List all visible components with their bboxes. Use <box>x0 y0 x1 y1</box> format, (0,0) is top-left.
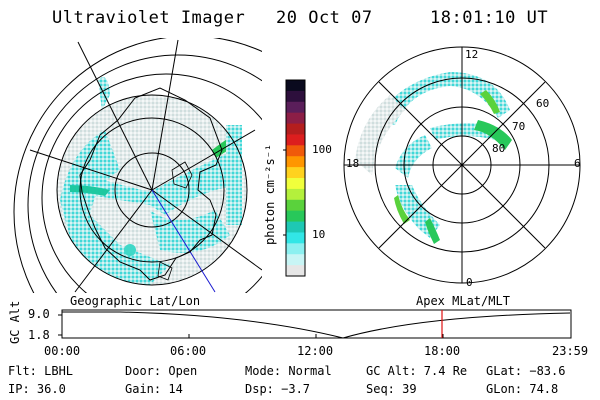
colorbar-strip <box>286 145 305 157</box>
altitude-ytick-low: 1.8 <box>28 328 50 342</box>
info-mode: Mode: Normal <box>245 364 332 378</box>
colorbar-strip <box>286 167 305 179</box>
mlat-label-70: 70 <box>512 120 526 133</box>
info-glon: GLon: 74.8 <box>486 382 559 396</box>
magnetic-panel <box>343 46 581 284</box>
info-gain: Gain: 14 <box>125 382 183 396</box>
info-glat: GLat: −83.6 <box>486 364 566 378</box>
colorbar-unit-label: photon cm⁻²s⁻¹ <box>263 143 277 245</box>
time-tick-2359: 23:59 <box>552 344 589 358</box>
colorbar-strip <box>286 123 305 136</box>
colorbar-strip <box>286 265 305 277</box>
info-ip: IP: 36.0 <box>8 382 66 396</box>
colorbar-strip <box>286 134 305 146</box>
colorbar-strip <box>286 243 305 255</box>
right-panel-title: Apex MLat/MLT <box>416 294 510 308</box>
info-door: Door: Open <box>125 364 198 378</box>
colorbar-strip <box>286 90 305 103</box>
instrument-title: Ultraviolet Imager <box>52 8 246 28</box>
altitude-plot <box>58 309 572 339</box>
time-tick-0000: 00:00 <box>44 344 81 358</box>
info-filter: Flt: LBHL <box>8 364 74 378</box>
altitude-ylabel: GC Alt <box>8 300 22 344</box>
info-dsp: Dsp: −3.7 <box>245 382 311 396</box>
colorbar-strip <box>286 199 305 212</box>
left-grid-lines <box>13 38 262 293</box>
left-panel-title: Geographic Lat/Lon <box>70 294 201 308</box>
colorbar-strip <box>286 156 305 168</box>
observation-date: 20 Oct 07 <box>276 8 373 28</box>
info-gc-alt: GC Alt: 7.4 Re <box>366 364 468 378</box>
colorbar-tick-100: 100 <box>312 143 332 156</box>
altitude-ytick-high: 9.0 <box>28 307 50 321</box>
time-tick-0600: 06:00 <box>170 344 207 358</box>
colorbar-strip <box>286 80 305 92</box>
info-seq: Seq: 39 <box>366 382 417 396</box>
colorbar-strip <box>286 210 305 223</box>
mlat-label-60: 60 <box>536 97 550 110</box>
colorbar-tick-10: 10 <box>312 228 326 241</box>
colorbar-strip <box>286 221 305 234</box>
geographic-panel <box>13 38 262 293</box>
colorbar-strip <box>286 178 305 190</box>
altitude-curve <box>62 311 571 339</box>
colorbar-strip <box>286 254 305 266</box>
mlt-label-18: 18 <box>346 157 360 170</box>
mlt-label-12: 12 <box>465 48 479 61</box>
time-tick-1200: 12:00 <box>297 344 334 358</box>
colorbar <box>283 79 306 277</box>
time-tick-1800: 18:00 <box>424 344 461 358</box>
colorbar-strip <box>286 232 305 244</box>
observation-time: 18:01:10 UT <box>430 8 549 28</box>
mlt-label-0: 0 <box>466 276 473 289</box>
coastline <box>79 87 223 281</box>
colorbar-strip <box>286 101 305 114</box>
mlt-label-6: 6 <box>574 157 581 170</box>
mlat-label-80: 80 <box>492 142 506 155</box>
colorbar-strip <box>286 188 305 201</box>
colorbar-strip <box>286 112 305 125</box>
